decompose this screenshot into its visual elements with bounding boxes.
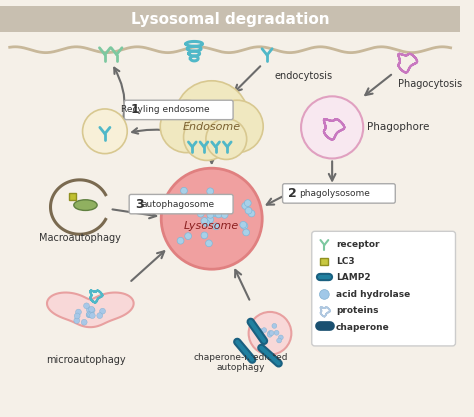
Circle shape	[267, 332, 272, 337]
Circle shape	[274, 330, 279, 335]
Text: chaperone: chaperone	[336, 323, 390, 332]
Circle shape	[74, 318, 80, 324]
Text: Phagophore: Phagophore	[367, 123, 429, 133]
Circle shape	[207, 188, 214, 195]
Circle shape	[242, 203, 249, 209]
Circle shape	[258, 329, 263, 334]
Text: 2: 2	[289, 187, 297, 200]
Circle shape	[177, 206, 184, 213]
Circle shape	[211, 100, 263, 153]
Circle shape	[277, 338, 282, 343]
Circle shape	[86, 307, 92, 313]
Circle shape	[206, 240, 212, 247]
Circle shape	[248, 210, 255, 217]
Circle shape	[87, 311, 92, 317]
Text: phagolysosome: phagolysosome	[300, 189, 371, 198]
Circle shape	[245, 200, 251, 206]
Text: 3: 3	[135, 198, 144, 211]
Circle shape	[89, 306, 94, 312]
FancyBboxPatch shape	[129, 194, 233, 214]
Text: Lysosome: Lysosome	[184, 221, 239, 231]
Text: Macroautophagy: Macroautophagy	[39, 233, 120, 243]
Circle shape	[160, 100, 213, 153]
Circle shape	[269, 331, 274, 336]
Text: chaperone-mediated
autophagy: chaperone-mediated autophagy	[193, 353, 288, 372]
Text: LAMP2: LAMP2	[336, 274, 371, 282]
Text: autophagosome: autophagosome	[141, 200, 214, 208]
Circle shape	[200, 195, 207, 202]
Circle shape	[278, 335, 283, 340]
Circle shape	[175, 81, 249, 155]
Circle shape	[177, 237, 184, 244]
FancyBboxPatch shape	[283, 184, 395, 203]
Circle shape	[268, 331, 273, 336]
Circle shape	[301, 96, 363, 158]
Circle shape	[207, 211, 214, 218]
Circle shape	[221, 211, 228, 219]
FancyBboxPatch shape	[0, 6, 460, 32]
Circle shape	[206, 119, 246, 159]
Circle shape	[204, 219, 211, 226]
Text: acid hydrolase: acid hydrolase	[336, 290, 410, 299]
Text: receptor: receptor	[336, 241, 380, 249]
Circle shape	[75, 309, 82, 315]
Circle shape	[262, 328, 267, 332]
Circle shape	[319, 289, 329, 299]
FancyBboxPatch shape	[124, 100, 233, 120]
Circle shape	[249, 312, 292, 355]
Circle shape	[83, 303, 90, 309]
Text: LC3: LC3	[336, 257, 355, 266]
Circle shape	[211, 208, 218, 215]
Circle shape	[213, 223, 219, 230]
Bar	[320, 258, 328, 265]
Circle shape	[183, 114, 230, 161]
Text: 1: 1	[130, 103, 139, 116]
Circle shape	[97, 313, 103, 319]
Circle shape	[88, 312, 94, 318]
Circle shape	[89, 307, 95, 313]
Circle shape	[240, 221, 246, 228]
Circle shape	[204, 201, 211, 207]
Circle shape	[86, 312, 92, 318]
Circle shape	[90, 313, 95, 319]
Circle shape	[245, 207, 252, 214]
Circle shape	[197, 210, 204, 217]
Circle shape	[203, 220, 210, 226]
Text: Endosome: Endosome	[182, 123, 241, 133]
Bar	[69, 193, 76, 200]
Circle shape	[215, 195, 222, 202]
Circle shape	[201, 232, 208, 239]
Polygon shape	[47, 292, 134, 327]
Circle shape	[185, 233, 191, 239]
Circle shape	[215, 211, 222, 218]
Circle shape	[82, 319, 87, 325]
Text: microautophagy: microautophagy	[46, 354, 125, 364]
Circle shape	[201, 195, 208, 201]
Circle shape	[223, 201, 230, 208]
Circle shape	[212, 210, 219, 217]
Text: endocytosis: endocytosis	[275, 71, 333, 81]
Circle shape	[241, 223, 248, 229]
Text: Phagocytosis: Phagocytosis	[398, 79, 462, 89]
Text: Lysosomal degradation: Lysosomal degradation	[131, 12, 329, 27]
Circle shape	[82, 109, 127, 153]
Circle shape	[74, 313, 80, 319]
Text: proteins: proteins	[336, 306, 379, 315]
Text: Recyling endosome: Recyling endosome	[121, 106, 210, 114]
Circle shape	[201, 218, 208, 224]
FancyBboxPatch shape	[312, 231, 456, 346]
Ellipse shape	[74, 200, 97, 211]
Circle shape	[272, 324, 277, 328]
Circle shape	[207, 216, 213, 223]
Circle shape	[161, 168, 262, 269]
Circle shape	[100, 308, 105, 314]
Circle shape	[243, 229, 249, 236]
Circle shape	[181, 187, 187, 194]
